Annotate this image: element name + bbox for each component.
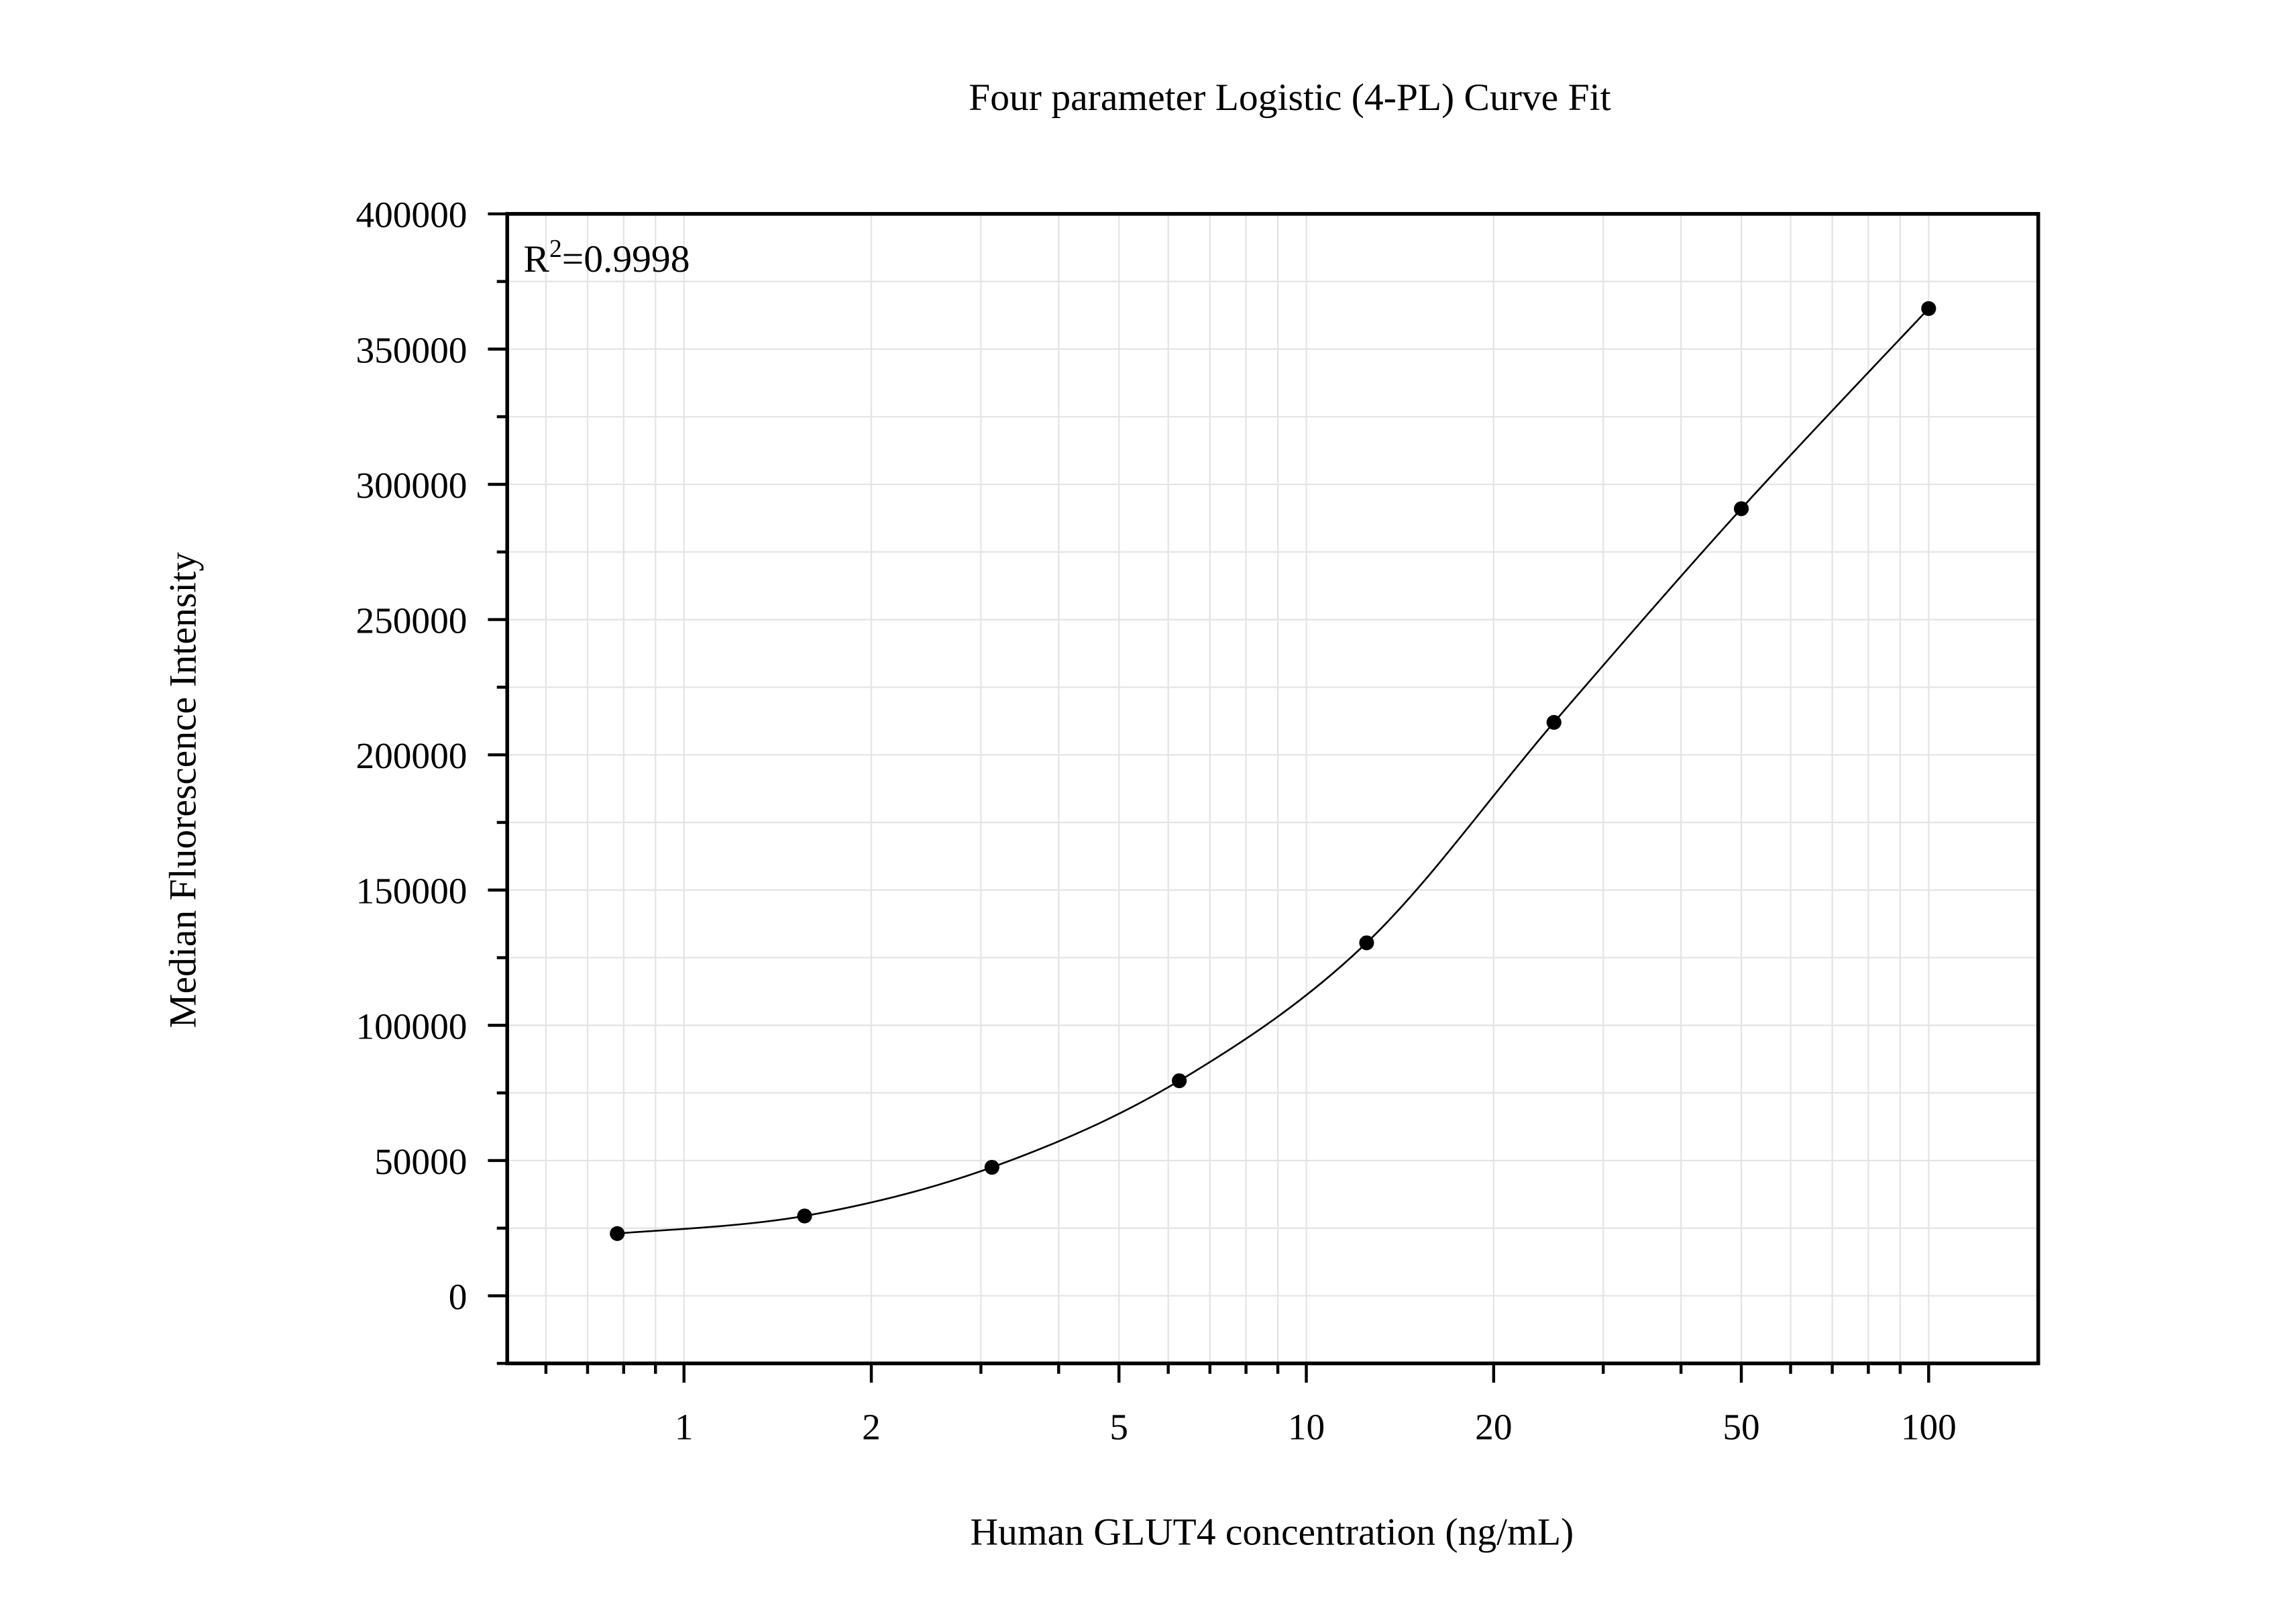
y-tick-label: 200000 (356, 735, 467, 776)
x-tick-label: 20 (1475, 1406, 1512, 1447)
y-tick-label: 250000 (356, 600, 467, 641)
x-tick-label: 5 (1109, 1406, 1128, 1447)
data-point (1546, 714, 1562, 730)
annotation-sup: 2 (549, 235, 562, 263)
data-point (797, 1208, 812, 1224)
annotation-text: =0.9998 (562, 238, 690, 280)
y-tick-label: 350000 (356, 329, 467, 370)
y-tick-label: 100000 (356, 1006, 467, 1047)
y-tick-label: 50000 (374, 1141, 467, 1182)
plot (610, 301, 1936, 1241)
data-point (1733, 501, 1749, 517)
y-tick-label: 150000 (356, 871, 467, 912)
x-tick-label: 1 (675, 1406, 694, 1447)
data-point (1921, 301, 1936, 316)
annotation: R2=0.9998 (524, 235, 690, 280)
y-tick-label: 400000 (356, 195, 467, 235)
x-axis-label: Human GLUT4 concentration (ng/mL) (971, 1511, 1574, 1553)
annotation-text: R (524, 238, 550, 280)
data-point (1172, 1073, 1187, 1089)
x-tick-label: 50 (1723, 1406, 1759, 1447)
plot-frame (505, 212, 2040, 1366)
x-tick-label: 100 (1901, 1406, 1957, 1447)
y-axis-label: Median Fluorescence Intensity (162, 552, 204, 1028)
chart-title: Four parameter Logistic (4-PL) Curve Fit (969, 76, 1610, 119)
grid: 1 2 5 10 20 50 100 0 50000 100000 150000 200000 2500… (356, 195, 2038, 1447)
y-tick-label: 0 (449, 1276, 468, 1317)
data-point (1359, 935, 1374, 951)
x-tick-label: 10 (1288, 1406, 1325, 1447)
data-point (984, 1159, 999, 1175)
fit-curve (617, 308, 1930, 1235)
data-point (610, 1226, 625, 1241)
y-tick-label: 300000 (356, 465, 467, 506)
x-tick-label: 2 (862, 1406, 881, 1447)
